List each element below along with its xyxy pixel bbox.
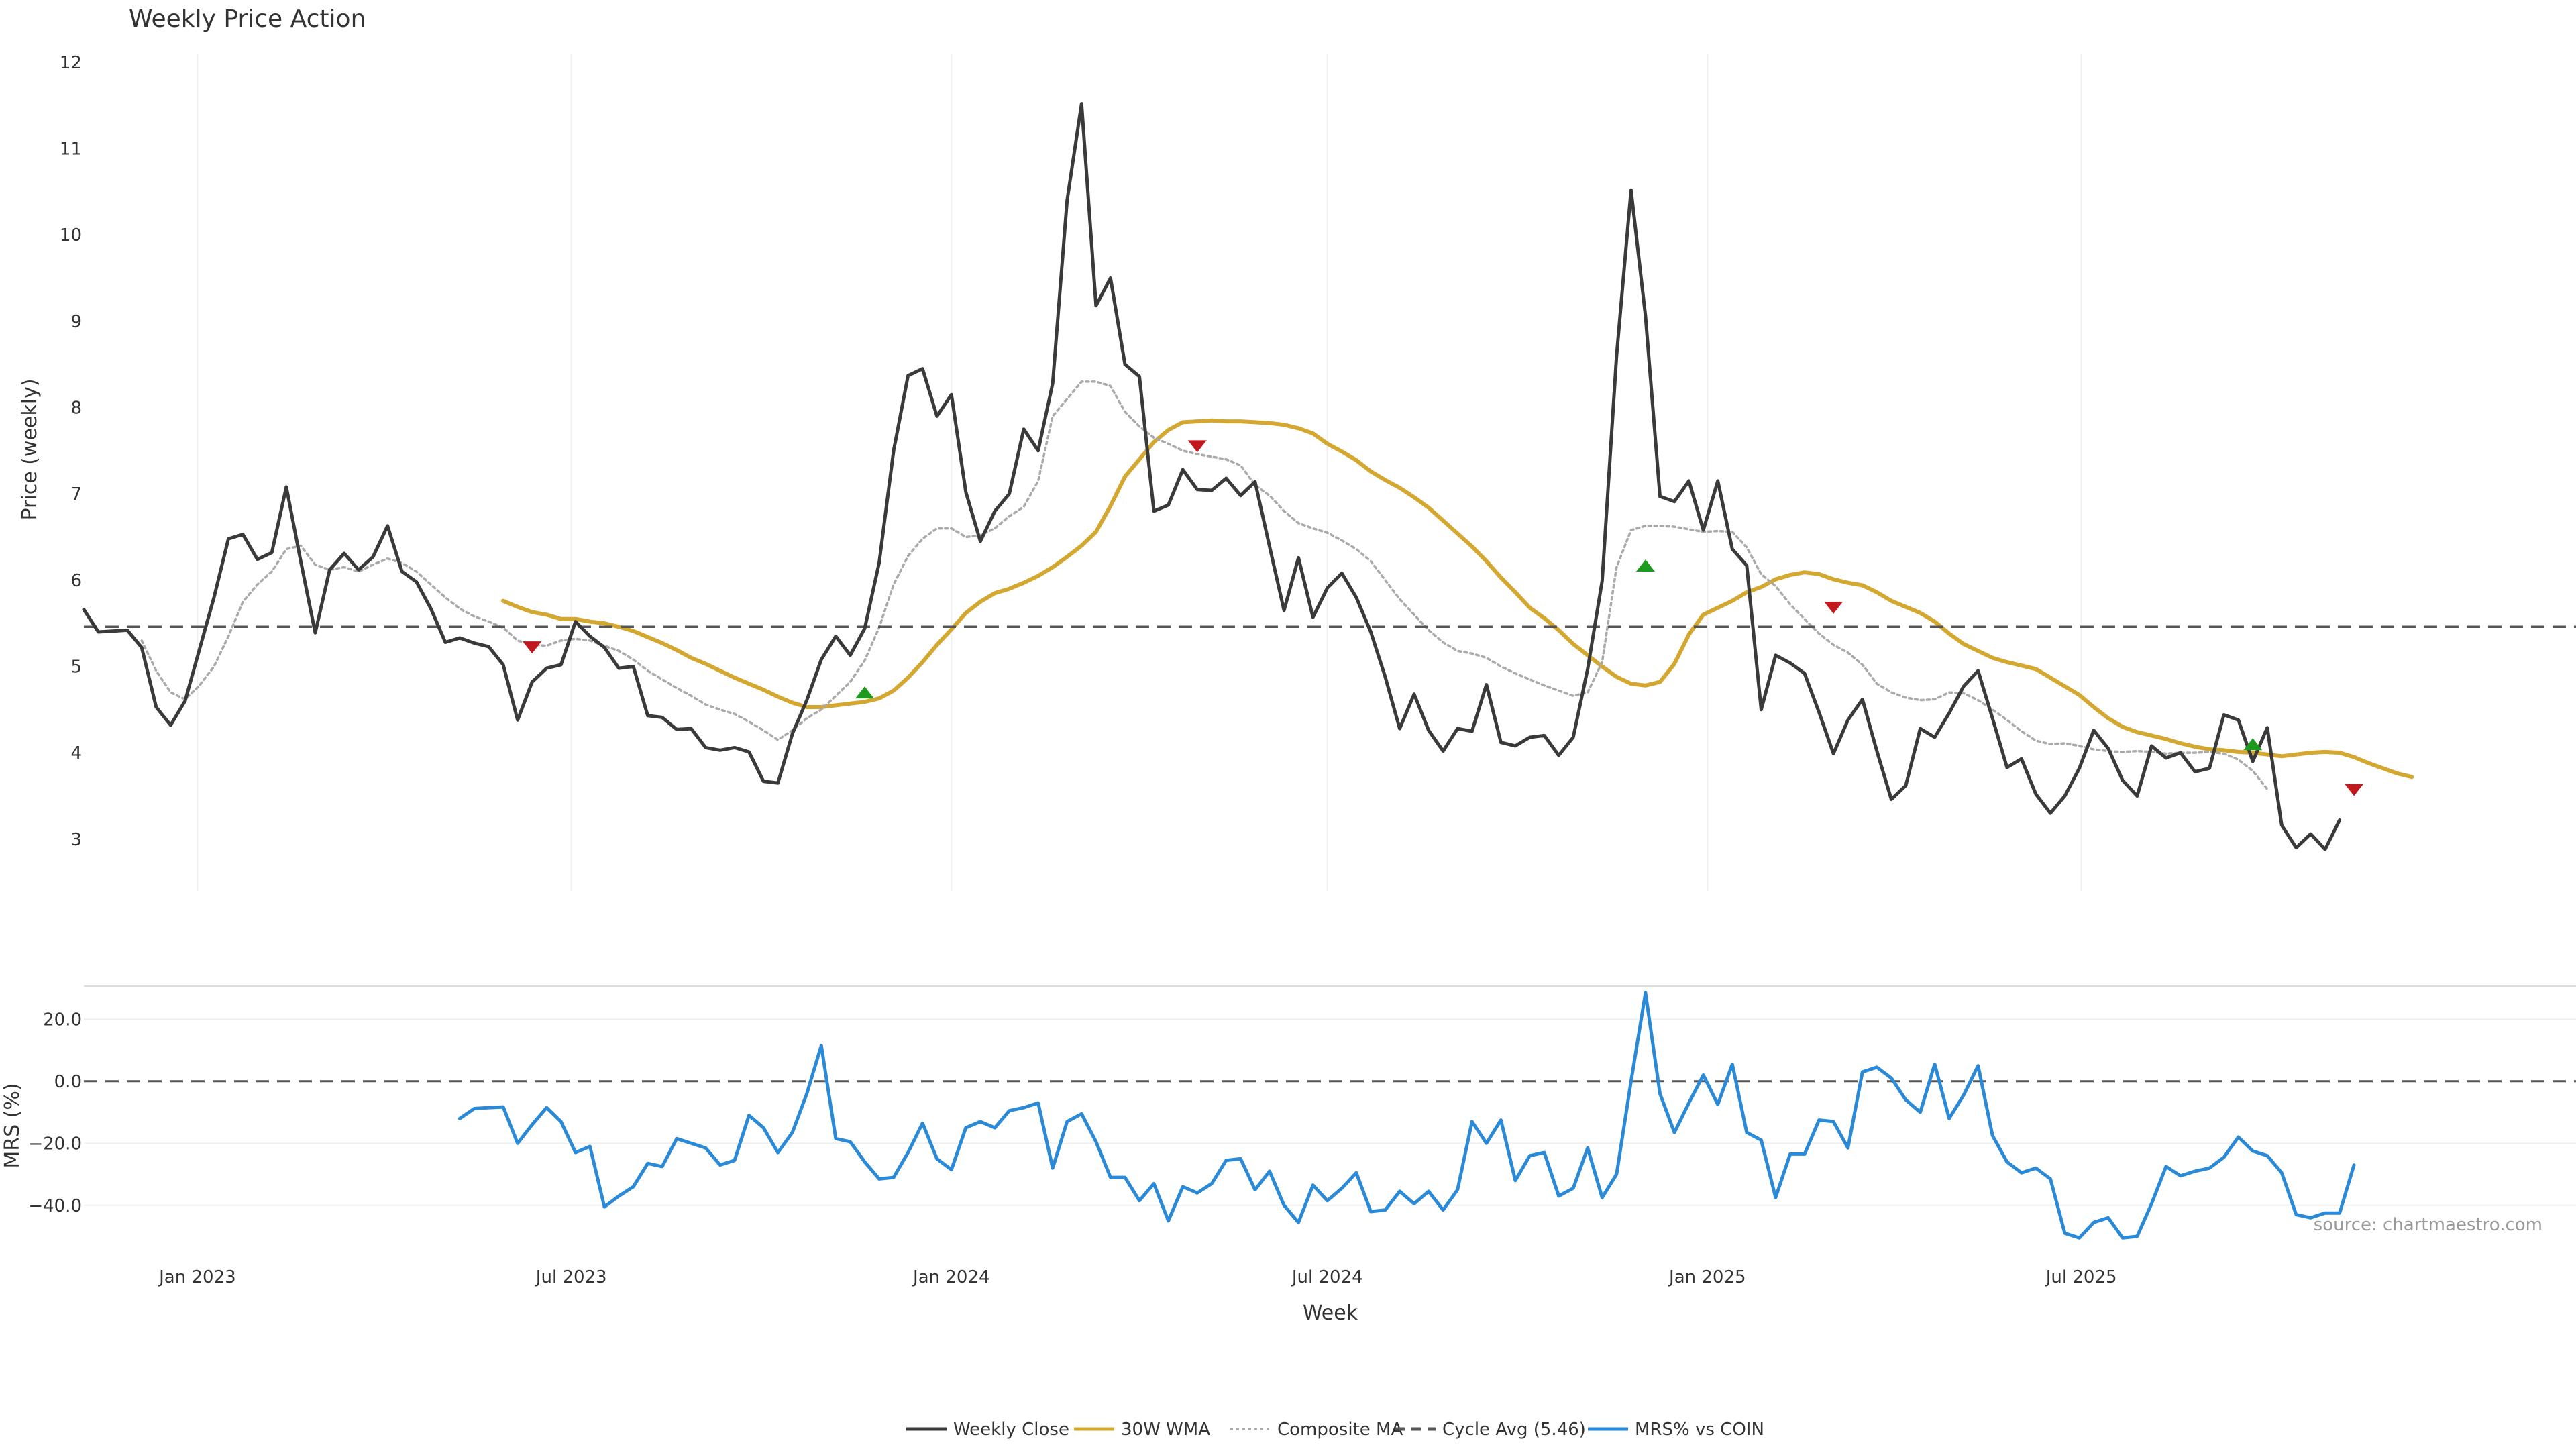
price-y-tick-label: 10 (60, 225, 82, 246)
series-composite-ma-line (140, 380, 2269, 790)
mrs-y-tick-label: 20.0 (43, 1010, 82, 1030)
mrs-y-tick-label: −20.0 (28, 1134, 82, 1154)
x-tick-label: Jan 2023 (158, 1267, 236, 1287)
series-mrs-line (458, 991, 2356, 1240)
legend-item: Composite MA (1230, 1419, 1403, 1440)
legend-label: MRS% vs COIN (1635, 1419, 1764, 1440)
sell-signal-marker (1187, 440, 1207, 453)
x-tick-label: Jan 2024 (912, 1267, 990, 1287)
buy-signal-marker (1635, 559, 1655, 572)
mrs-panel-grid (84, 1018, 2576, 1206)
price-y-tick-label: 4 (70, 743, 82, 763)
chart-title: Weekly Price Action (129, 5, 366, 33)
legend: Weekly Close 30W WMA Composite MA Cycle Avg… (906, 1419, 1764, 1440)
price-panel-series (82, 102, 2576, 851)
legend-label: Cycle Avg (5.46) (1442, 1419, 1586, 1440)
x-tick-label: Jul 2023 (535, 1267, 607, 1287)
price-y-tick-label: 11 (60, 140, 82, 160)
series-weekly-close-line (82, 102, 2342, 851)
legend-item: MRS% vs COIN (1588, 1419, 1764, 1440)
price-y-tick-label: 3 (70, 830, 82, 850)
price-panel-grid (197, 54, 2082, 891)
buy-signal-marker (855, 686, 874, 699)
sell-signal-marker (2345, 784, 2364, 796)
sell-signal-marker (1824, 601, 1843, 614)
legend-item: 30W WMA (1074, 1419, 1210, 1440)
price-y-tick-label: 6 (70, 571, 82, 591)
x-tick-label: Jan 2025 (1668, 1267, 1746, 1287)
buy-signal-marker (2243, 738, 2263, 751)
sell-signal-marker (523, 641, 542, 654)
price-y-tick-label: 9 (70, 312, 82, 332)
legend-label: Composite MA (1277, 1419, 1403, 1440)
legend-item: Weekly Close (906, 1419, 1069, 1440)
mrs-panel-y-axis-title: MRS (%) (1, 1083, 24, 1168)
legend-label: Weekly Close (953, 1419, 1069, 1440)
price-y-tick-label: 7 (70, 484, 82, 504)
x-tick-label: Jul 2025 (2045, 1267, 2117, 1287)
mrs-y-tick-label: −40.0 (28, 1196, 82, 1216)
legend-item: Cycle Avg (5.46) (1395, 1419, 1586, 1440)
legend-label: 30W WMA (1121, 1419, 1210, 1440)
price-y-tick-label: 5 (70, 657, 82, 677)
x-tick-label: Jul 2024 (1291, 1267, 1363, 1287)
price-y-tick-label: 12 (60, 53, 82, 73)
x-axis-title: Week (1303, 1301, 1358, 1325)
price-panel-y-ticks: 3 4 5 6 7 8 9 10 11 12 (60, 53, 82, 850)
mrs-panel-series (458, 991, 2356, 1240)
series-30w-wma-line (501, 418, 2414, 780)
price-panel-y-axis-title: Price (weekly) (18, 378, 42, 520)
source-note: source: chartmaestro.com (2314, 1215, 2542, 1235)
price-y-tick-label: 8 (70, 398, 82, 419)
mrs-panel-y-ticks: 20.0 0.0 −20.0 −40.0 (28, 1010, 82, 1216)
signal-markers (523, 440, 2364, 796)
x-axis-ticks: Jan 2023 Jul 2023 Jan 2024 Jul 2024 Jan 2025… (158, 1267, 2116, 1287)
mrs-y-tick-label: 0.0 (54, 1072, 82, 1092)
